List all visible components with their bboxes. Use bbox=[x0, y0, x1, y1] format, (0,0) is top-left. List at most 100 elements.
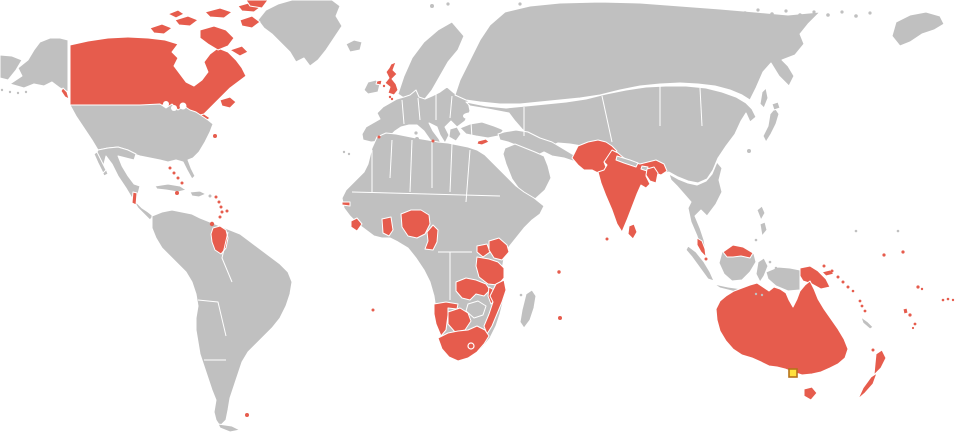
canada-arctic-island-3 bbox=[204, 7, 233, 19]
turkey bbox=[459, 121, 505, 139]
hispaniola bbox=[189, 190, 207, 198]
mozambique bbox=[483, 279, 507, 335]
bali bbox=[754, 292, 758, 296]
arctic-isle-1 bbox=[518, 2, 522, 6]
aleutian-3 bbox=[16, 91, 20, 95]
arctic-isle-11 bbox=[854, 14, 858, 18]
south-america-seam-2 bbox=[197, 299, 227, 337]
great-britain bbox=[384, 61, 399, 96]
isle-of-man bbox=[382, 84, 386, 88]
gambia bbox=[341, 201, 351, 207]
africa-border-seam-2 bbox=[389, 139, 393, 179]
sierra-leone bbox=[350, 217, 363, 232]
puerto-rico bbox=[208, 194, 212, 198]
usa-mainland bbox=[69, 103, 214, 180]
europe-seam-4 bbox=[449, 95, 453, 119]
great-lake-west bbox=[163, 101, 169, 107]
russia-siberia bbox=[454, 1, 821, 105]
singapore bbox=[704, 257, 708, 261]
grenada bbox=[218, 215, 222, 219]
zambia bbox=[455, 277, 491, 301]
cook-islands-1 bbox=[941, 298, 945, 302]
lesotho bbox=[467, 342, 475, 350]
uganda bbox=[476, 243, 491, 258]
canada-arctic-island-5 bbox=[239, 15, 261, 29]
bahamas-1 bbox=[168, 166, 172, 170]
arctic-isle-5 bbox=[770, 12, 774, 16]
bahamas-3 bbox=[176, 176, 180, 180]
arctic-isle-12 bbox=[868, 11, 872, 15]
belize bbox=[131, 191, 138, 206]
dominica bbox=[217, 200, 221, 204]
nauru bbox=[882, 253, 886, 257]
sardinia bbox=[415, 137, 419, 141]
greenland bbox=[257, 0, 343, 67]
lombok bbox=[760, 293, 764, 297]
australia bbox=[715, 280, 849, 376]
jamaica bbox=[175, 191, 179, 195]
cook-islands-2 bbox=[946, 297, 950, 301]
cuba bbox=[154, 183, 187, 193]
canary-2 bbox=[347, 152, 351, 156]
arctic-isle-9 bbox=[826, 13, 830, 17]
malaysia-peninsular bbox=[696, 237, 707, 258]
samoa-2 bbox=[920, 287, 924, 291]
philippines-luzon bbox=[756, 205, 766, 221]
asia-seam-1 bbox=[469, 105, 473, 139]
baffin-island bbox=[199, 25, 235, 51]
st-vincent bbox=[220, 210, 224, 214]
trinidad-tobago bbox=[209, 221, 215, 227]
mexico-central-america bbox=[95, 146, 154, 221]
falkland-islands bbox=[245, 413, 249, 417]
nepal bbox=[615, 155, 639, 168]
new-zealand-south-island bbox=[857, 372, 878, 400]
st-helena bbox=[371, 308, 375, 312]
great-lake-east bbox=[179, 102, 187, 110]
cameroon bbox=[424, 224, 439, 251]
black-sea bbox=[463, 112, 477, 120]
malta bbox=[431, 139, 435, 143]
png-isle-2 bbox=[830, 269, 834, 273]
nigeria bbox=[400, 209, 431, 239]
comoros bbox=[519, 293, 523, 297]
barbados bbox=[225, 209, 229, 213]
corsica bbox=[414, 131, 418, 135]
maldives bbox=[605, 237, 609, 241]
sicily bbox=[427, 143, 431, 147]
sumatra bbox=[685, 245, 715, 282]
canada-arctic-island-1 bbox=[149, 23, 173, 35]
bahamas-2 bbox=[172, 171, 176, 175]
arctic-isle-7 bbox=[798, 13, 802, 17]
kenya bbox=[488, 237, 510, 261]
zimbabwe bbox=[465, 300, 487, 319]
ellesmere-island bbox=[245, 0, 269, 9]
cyprus bbox=[476, 138, 490, 146]
vanuatu-1 bbox=[858, 299, 862, 303]
host-city-marker-melbourne bbox=[788, 368, 798, 378]
africa-border-seam-6 bbox=[465, 149, 471, 203]
new-caledonia bbox=[860, 316, 874, 330]
solomon-1 bbox=[841, 280, 845, 284]
svalbard-2 bbox=[446, 2, 450, 6]
iran-levant bbox=[497, 129, 583, 163]
greece bbox=[448, 126, 462, 142]
seychelles bbox=[557, 270, 561, 274]
ghana bbox=[381, 216, 394, 237]
canada-arctic-island-7 bbox=[229, 45, 249, 57]
norfolk-island bbox=[871, 348, 875, 352]
aleutian-1 bbox=[0, 88, 4, 92]
fiji-2 bbox=[908, 313, 912, 317]
niue bbox=[951, 298, 955, 302]
arctic-isle-10 bbox=[840, 10, 844, 14]
taiwan bbox=[747, 149, 751, 153]
malaysia-borneo bbox=[722, 244, 754, 259]
papua-new-guinea bbox=[799, 265, 831, 290]
africa-border-seam-3 bbox=[409, 139, 413, 193]
sri-lanka bbox=[627, 223, 638, 240]
japan bbox=[762, 107, 780, 143]
antigua bbox=[214, 195, 218, 199]
bahamas-4 bbox=[180, 181, 184, 185]
asia-seam-3 bbox=[601, 95, 613, 143]
northern-ireland bbox=[375, 79, 383, 86]
